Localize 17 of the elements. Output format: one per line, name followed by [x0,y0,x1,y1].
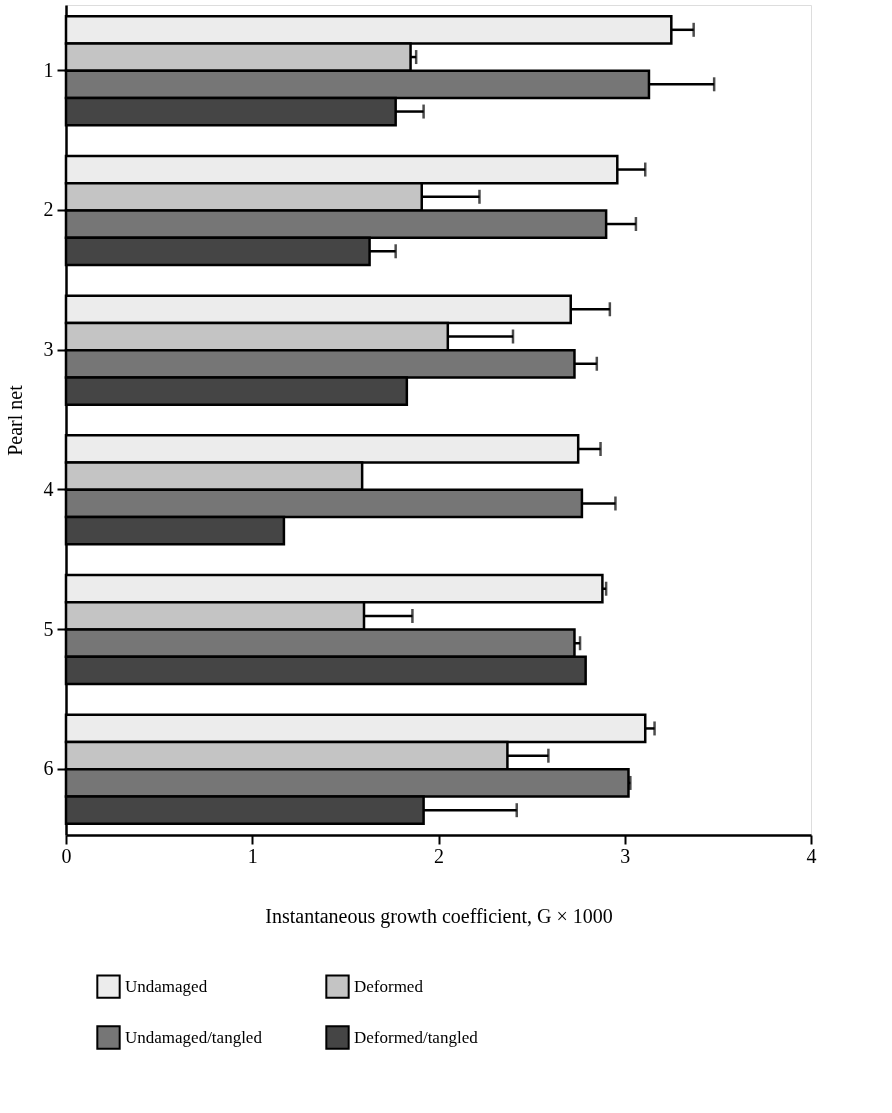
legend-label: Deformed/tangled [354,1027,479,1047]
x-tick-label: 2 [434,844,444,867]
y-axis-title: Pearl net [3,384,26,456]
y-tick-label: 5 [43,617,54,640]
y-tick-label: 2 [43,198,54,221]
y-tick-label: 1 [43,58,54,81]
legend-label: Undamaged [125,976,208,996]
legend-label: Undamaged/tangled [125,1027,263,1047]
y-tick-label: 3 [43,338,54,361]
x-tick-label: 4 [806,844,817,867]
x-axis-title: Instantaneous growth coefficient, G × 1000 [265,904,613,928]
x-tick-label: 1 [247,844,258,867]
x-tick-label: 3 [620,844,631,867]
y-tick-label: 4 [43,477,54,500]
y-tick-label: 6 [43,757,54,780]
x-tick-label: 0 [61,844,72,867]
legend-label: Deformed [354,976,424,996]
